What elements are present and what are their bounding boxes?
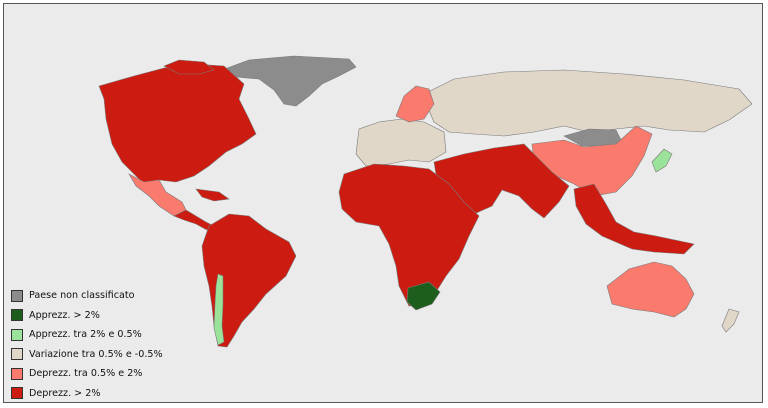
region-southeast-asia[interactable]	[573, 183, 695, 255]
region-russia[interactable]	[423, 69, 753, 137]
legend-label: Variazione tra 0.5% e -0.5%	[29, 348, 163, 360]
region-arctic-north-america[interactable]	[163, 59, 215, 75]
legend-swatch	[11, 309, 23, 322]
region-chile[interactable]	[213, 273, 225, 346]
legend-item: Deprezz. > 2%	[11, 384, 171, 404]
legend-item: Deprezz. tra 0.5% e 2%	[11, 364, 171, 384]
legend-label: Apprezz. > 2%	[29, 309, 100, 321]
world-map	[98, 55, 753, 348]
legend-item: Variazione tra 0.5% e -0.5%	[11, 345, 171, 365]
legend-item: Paese non classificato	[11, 286, 171, 306]
legend-item: Apprezz. tra 2% e 0.5%	[11, 325, 171, 345]
legend-swatch	[11, 367, 23, 380]
region-south-africa[interactable]	[406, 281, 441, 311]
region-greenland[interactable]	[218, 55, 357, 107]
legend-swatch	[11, 289, 23, 302]
region-new-zealand[interactable]	[721, 308, 740, 333]
legend-label: Deprezz. > 2%	[29, 387, 101, 399]
region-north-america[interactable]	[98, 63, 257, 185]
legend-swatch	[11, 328, 23, 341]
legend-label: Deprezz. tra 0.5% e 2%	[29, 368, 143, 380]
map-frame: Paese non classificato Apprezz. > 2% App…	[3, 3, 763, 403]
legend-label: Paese non classificato	[29, 290, 135, 302]
legend-item: Apprezz. > 2%	[11, 306, 171, 326]
region-japan[interactable]	[651, 148, 673, 173]
map-legend: Paese non classificato Apprezz. > 2% App…	[11, 286, 171, 403]
legend-swatch	[11, 348, 23, 361]
legend-label: Apprezz. tra 2% e 0.5%	[29, 329, 142, 341]
legend-swatch	[11, 387, 23, 400]
region-caribbean[interactable]	[195, 188, 230, 202]
region-australia[interactable]	[606, 261, 695, 318]
region-central-america[interactable]	[173, 209, 215, 231]
region-scandinavia[interactable]	[395, 85, 435, 123]
region-south-america[interactable]	[201, 213, 297, 348]
region-europe[interactable]	[355, 118, 447, 167]
